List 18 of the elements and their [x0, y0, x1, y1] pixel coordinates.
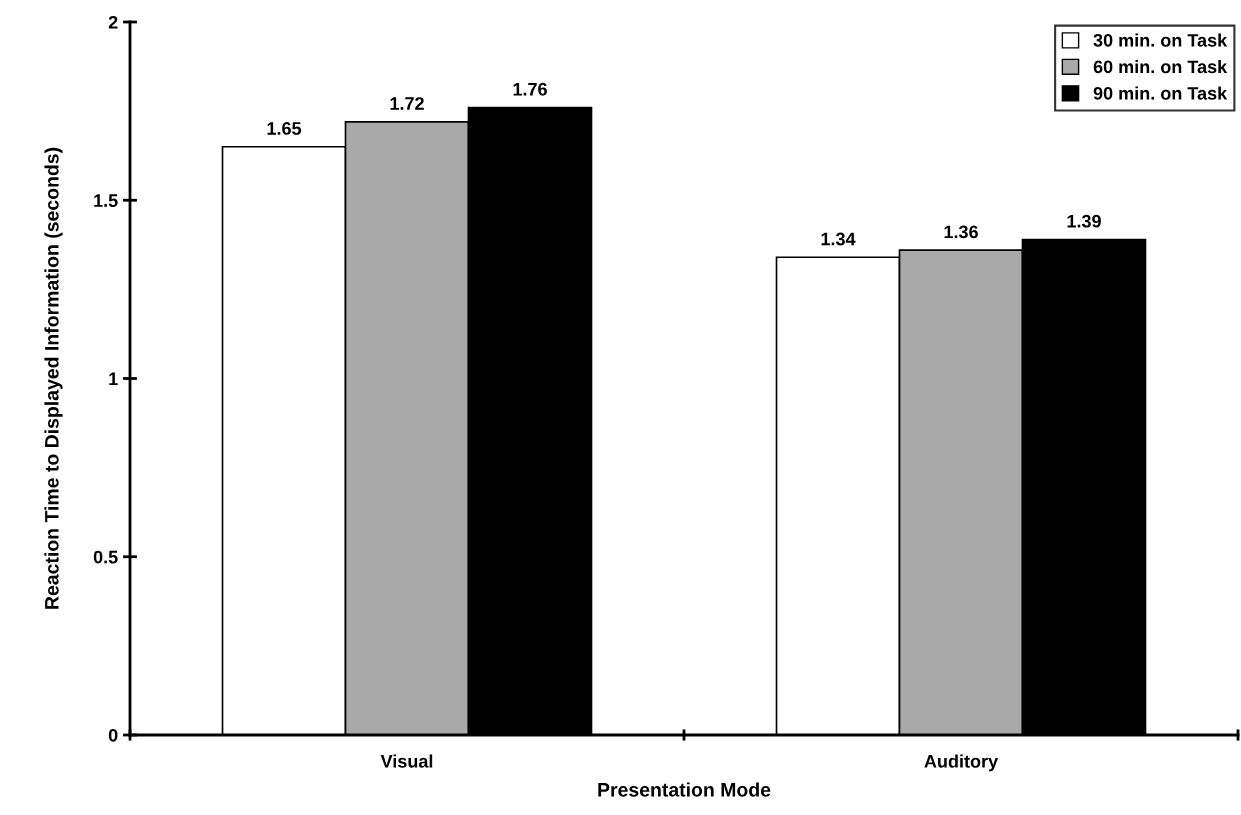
legend-label: 60 min. on Task — [1093, 59, 1228, 74]
data-label: 1.34 — [821, 232, 856, 246]
data-label: 1.65 — [267, 122, 302, 135]
y-tick-label: 0.5 — [93, 550, 118, 564]
y-tick-label: 1 — [109, 372, 118, 386]
data-label: 1.36 — [944, 225, 978, 239]
y-axis-title: Reaction Time to Displayed Information (seconds) — [44, 147, 63, 609]
y-tick-label: 1.5 — [94, 194, 118, 207]
x-axis-title: Presentation Mode — [598, 782, 771, 797]
data-label: 1.72 — [390, 97, 424, 110]
y-tick-label: 0 — [108, 728, 118, 742]
data-label: 1.39 — [1067, 214, 1101, 228]
legend-label: 30 min. on Task — [1093, 33, 1228, 47]
y-tick-label: 2 — [108, 15, 118, 29]
x-tick-label: Visual — [380, 754, 433, 768]
x-tick-label: Auditory — [924, 754, 999, 772]
legend-label: 90 min. on Task — [1093, 86, 1228, 100]
data-label: 1.76 — [513, 82, 547, 96]
